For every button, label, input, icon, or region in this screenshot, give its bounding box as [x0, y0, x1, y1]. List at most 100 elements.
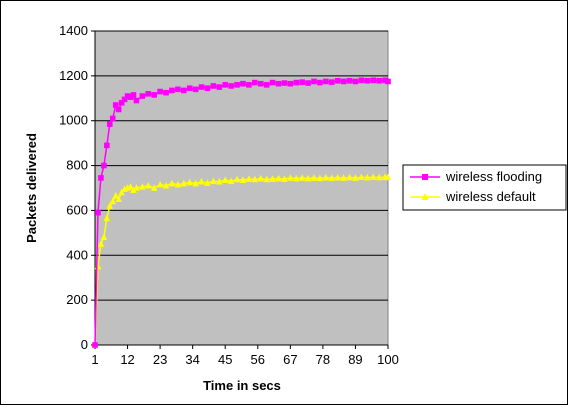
data-point	[245, 175, 253, 182]
data-point	[204, 85, 211, 91]
data-point	[130, 186, 137, 194]
gridlines	[95, 30, 388, 301]
data-point	[198, 177, 205, 185]
data-point	[269, 79, 276, 86]
data-point	[421, 193, 429, 200]
y-tick-label: 200	[66, 292, 88, 307]
data-point	[175, 86, 181, 93]
data-point	[186, 85, 193, 91]
data-point	[186, 178, 194, 186]
data-point	[118, 99, 125, 106]
data-point	[95, 209, 101, 216]
data-point	[162, 181, 170, 189]
data-point	[269, 175, 276, 182]
y-tick-label: 0	[81, 337, 88, 352]
data-point	[112, 102, 119, 108]
data-point	[210, 177, 217, 185]
data-point	[216, 84, 223, 90]
data-point	[157, 88, 163, 95]
data-point	[316, 174, 324, 182]
data-point	[358, 173, 365, 181]
data-point	[239, 176, 247, 183]
data-point	[100, 233, 108, 241]
data-point	[311, 78, 317, 85]
data-point	[352, 174, 359, 181]
y-tick-label: 1000	[59, 113, 88, 128]
data-point	[133, 97, 140, 104]
data-point	[109, 197, 117, 205]
x-tick-label: 100	[377, 352, 399, 367]
x-tick-label: 56	[251, 352, 265, 367]
legend-item: wireless default	[410, 189, 536, 204]
data-point	[363, 173, 371, 181]
data-point	[121, 96, 128, 103]
data-point	[298, 174, 306, 181]
data-point	[151, 92, 157, 98]
x-tick-label: 89	[348, 352, 362, 367]
data-point	[227, 177, 235, 185]
data-point	[322, 173, 330, 181]
y-tick-label: 400	[66, 247, 88, 262]
legend-box	[402, 164, 567, 211]
data-point	[192, 86, 199, 93]
data-point	[127, 183, 134, 190]
data-point	[292, 174, 300, 182]
data-point	[317, 79, 323, 86]
data-point	[352, 78, 359, 85]
data-point	[130, 92, 137, 98]
data-point	[385, 78, 391, 85]
data-point	[168, 179, 176, 187]
data-point	[384, 173, 392, 181]
data-point	[156, 180, 164, 188]
data-point	[98, 175, 104, 181]
data-point	[251, 175, 259, 183]
data-point	[346, 173, 353, 181]
data-point	[106, 121, 113, 127]
data-point	[106, 202, 114, 209]
series-wireless-flooding	[92, 77, 391, 348]
data-point	[127, 94, 134, 100]
data-point	[422, 174, 428, 180]
data-point	[376, 77, 382, 84]
x-tick-label: 23	[153, 352, 167, 367]
data-point	[210, 83, 217, 89]
data-point	[139, 183, 146, 190]
data-point	[115, 106, 122, 113]
x-tick-label: 45	[218, 352, 232, 367]
data-point	[145, 91, 152, 97]
data-point	[180, 87, 187, 94]
data-point	[287, 174, 294, 181]
y-axis-title: Packets delivered	[24, 133, 39, 243]
x-tick-label: 67	[283, 352, 297, 367]
data-point	[257, 174, 265, 182]
data-point	[364, 77, 371, 84]
data-point	[233, 175, 241, 183]
data-point	[275, 174, 282, 182]
x-tick-label: 12	[120, 352, 134, 367]
data-point	[328, 79, 335, 85]
data-point	[340, 78, 347, 85]
data-point	[299, 79, 305, 85]
data-point	[370, 77, 377, 84]
y-tick-label: 600	[66, 202, 88, 217]
series-wireless-default	[91, 173, 392, 348]
data-point	[281, 80, 288, 86]
data-point	[328, 174, 336, 181]
data-point	[323, 78, 329, 85]
data-point	[101, 162, 107, 169]
data-point	[305, 80, 311, 86]
data-point	[310, 174, 318, 181]
data-point	[334, 173, 341, 181]
data-point	[92, 342, 98, 348]
series-layer	[91, 77, 392, 348]
legend-label: wireless default	[445, 189, 536, 204]
y-tick-labels: 0 200 400 600 800 1000 1200 1400	[59, 23, 95, 352]
data-point	[304, 174, 312, 182]
data-point	[234, 82, 240, 88]
data-point	[139, 93, 146, 99]
data-point	[340, 174, 347, 181]
data-point	[112, 192, 120, 199]
y-tick-label: 1400	[59, 23, 88, 38]
data-point	[346, 77, 353, 84]
